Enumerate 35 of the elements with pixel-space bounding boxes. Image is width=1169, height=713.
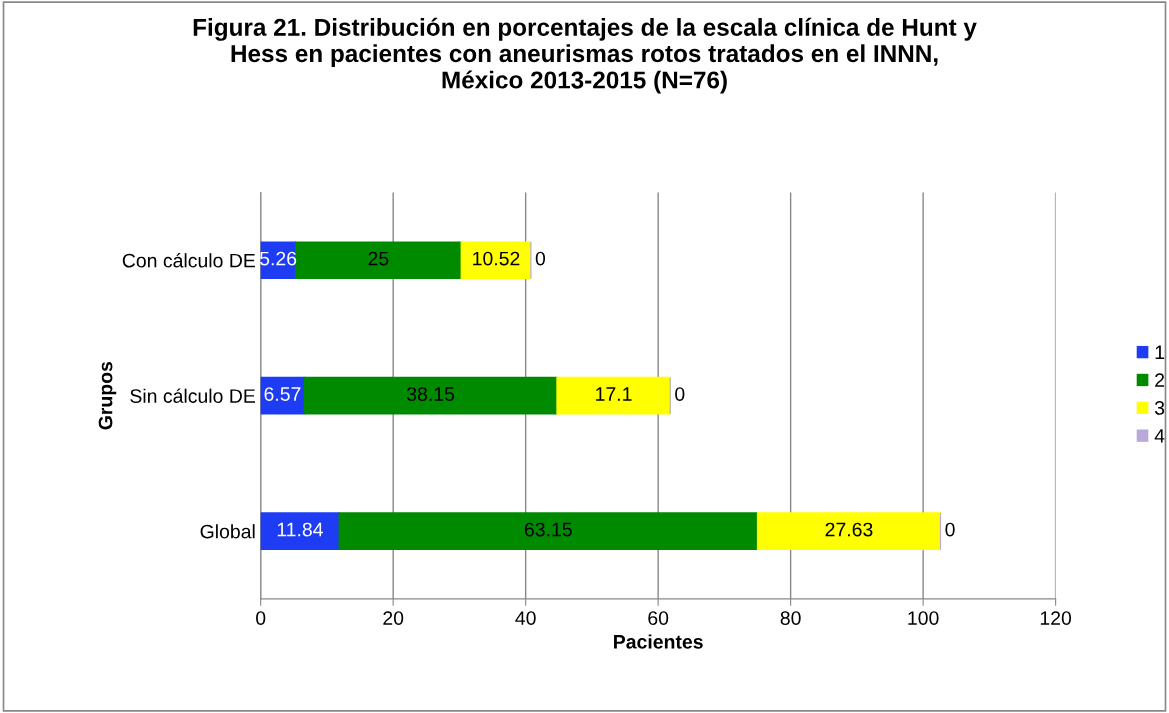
data-label: 0 — [535, 251, 546, 266]
data-label: 0 — [675, 387, 685, 401]
y-axis-title: Grupos — [98, 361, 117, 430]
legend-label: 2 — [1155, 373, 1165, 387]
bar — [556, 376, 671, 415]
x-tick-label: 0 — [256, 611, 266, 626]
bar — [756, 512, 942, 551]
legend-label: 4 — [1154, 429, 1165, 443]
y-tick-label: Con cálculo DE — [122, 252, 255, 268]
data-label: 27.63 — [825, 522, 873, 537]
bar — [294, 241, 462, 280]
bar — [338, 512, 759, 551]
chart-title: Figura 21. Distribución en porcentajes de la escala clínica de Hunt y Hess en pacientes con aneurismas rotos tratados en el INNN, México 2013-2015 (N=76) — [193, 17, 977, 94]
data-label: 6.57 — [264, 387, 301, 401]
bar — [303, 376, 558, 415]
x-axis-title: Pacientes — [614, 634, 703, 649]
data-label: 0 — [945, 522, 955, 537]
data-label: 10.52 — [473, 251, 520, 266]
data-label: 17.1 — [596, 387, 632, 401]
x-tick-label: 80 — [780, 611, 801, 626]
legend-label: 1 — [1155, 345, 1165, 359]
legend-label: 3 — [1154, 401, 1165, 415]
bar — [260, 512, 340, 551]
x-tick-label: 60 — [648, 611, 669, 626]
y-tick-label: Sin cálculo DE — [130, 388, 255, 403]
x-tick-label: 40 — [515, 611, 536, 626]
data-label: 63.15 — [524, 522, 572, 537]
x-tick-label: 100 — [908, 611, 939, 626]
y-tick-label: Global — [200, 524, 255, 539]
x-tick-label: 120 — [1040, 611, 1072, 626]
data-label: 11.84 — [277, 522, 323, 537]
bar — [460, 241, 532, 280]
x-tick-label: 20 — [383, 611, 404, 626]
data-label: 25 — [368, 251, 389, 266]
data-label: 38.15 — [406, 387, 455, 401]
